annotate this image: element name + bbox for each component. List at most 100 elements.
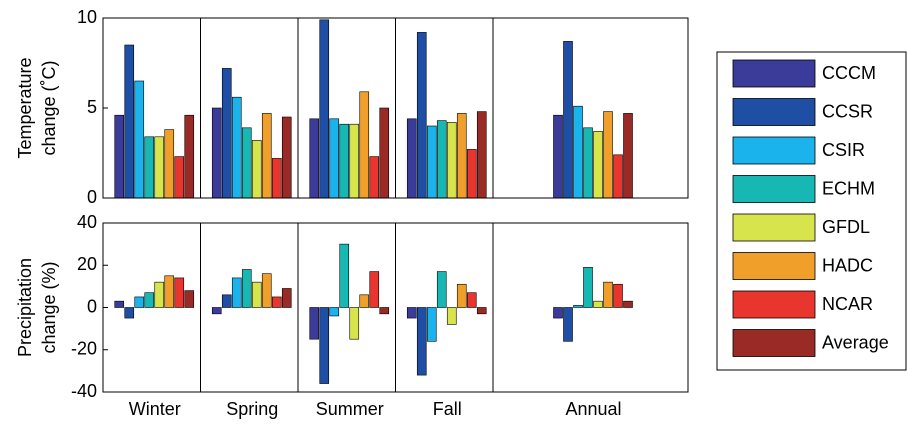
- bar: [261, 273, 272, 308]
- x-tick-label: Summer: [316, 399, 384, 419]
- bar: [154, 136, 165, 199]
- y-axis-label: Precipitation: [15, 258, 35, 357]
- legend-swatch: [732, 98, 816, 126]
- bar: [319, 307, 330, 384]
- y-axis-label: change (%): [39, 261, 59, 353]
- bar: [114, 300, 125, 308]
- bar: [339, 243, 350, 308]
- bar: [593, 131, 603, 199]
- y-tick-label: 0: [87, 296, 97, 316]
- bar: [184, 290, 195, 308]
- bar: [369, 156, 380, 199]
- bar: [379, 307, 390, 315]
- bar: [563, 41, 573, 199]
- bar: [211, 107, 222, 199]
- bar: [466, 149, 477, 199]
- bar: [329, 118, 340, 199]
- legend-label: ECHM: [822, 178, 875, 198]
- bar: [231, 277, 242, 308]
- y-tick-label: 20: [77, 254, 97, 274]
- bar: [456, 283, 467, 308]
- legend-swatch: [732, 175, 816, 203]
- bar: [251, 140, 262, 199]
- bar: [446, 307, 457, 325]
- bar: [613, 154, 623, 199]
- y-tick-label: 5: [87, 97, 97, 117]
- bar: [593, 300, 603, 308]
- legend-label: CSIR: [822, 140, 865, 160]
- bar: [281, 116, 292, 199]
- bar: [251, 281, 262, 308]
- legend-label: CCCM: [822, 63, 876, 83]
- bar: [134, 80, 145, 199]
- bar: [553, 307, 563, 319]
- y-tick-label: -20: [71, 339, 97, 359]
- y-tick-label: 40: [77, 212, 97, 232]
- bar: [563, 307, 573, 342]
- legend-label: Average: [822, 332, 889, 352]
- bar: [406, 307, 417, 319]
- legend-swatch: [732, 290, 816, 319]
- legend-label: GFDL: [822, 217, 870, 237]
- bar: [241, 269, 252, 308]
- bar: [164, 129, 175, 199]
- bar: [174, 277, 185, 308]
- y-tick-label: 10: [77, 7, 97, 27]
- legend-swatch: [732, 136, 816, 165]
- legend-swatch: [732, 59, 816, 88]
- bar: [623, 113, 633, 199]
- bar: [573, 105, 583, 199]
- legend-swatch: [732, 213, 816, 242]
- legend-label: HADC: [822, 255, 873, 275]
- bar: [271, 158, 282, 199]
- bar: [154, 281, 165, 308]
- bar: [466, 292, 477, 308]
- bar: [174, 156, 185, 199]
- bar: [623, 300, 633, 308]
- y-tick-label: 0: [87, 187, 97, 207]
- bar: [281, 288, 292, 308]
- bar: [164, 275, 175, 308]
- x-tick-label: Annual: [565, 399, 621, 419]
- legend-label: NCAR: [822, 294, 873, 314]
- y-axis-label: change (˚C): [39, 60, 59, 155]
- bar: [184, 114, 195, 199]
- bar: [261, 113, 272, 199]
- bar: [271, 296, 282, 308]
- y-tick-label: -40: [71, 381, 97, 401]
- bar: [613, 283, 623, 308]
- bar: [406, 118, 417, 199]
- bar: [553, 114, 563, 199]
- bar: [436, 271, 447, 308]
- bar: [144, 136, 155, 199]
- bar: [124, 307, 135, 319]
- y-axis-label: Temperature: [15, 57, 35, 158]
- bar: [221, 294, 232, 308]
- bar: [426, 307, 437, 342]
- bar: [426, 125, 437, 199]
- bar: [603, 111, 613, 199]
- bar: [476, 307, 487, 315]
- bar: [359, 294, 370, 308]
- bar: [144, 292, 155, 308]
- bar: [436, 120, 447, 199]
- bar: [319, 19, 330, 199]
- bar: [114, 114, 125, 199]
- x-tick-label: Fall: [433, 399, 462, 419]
- bar: [339, 123, 350, 199]
- bar: [329, 307, 340, 317]
- bar: [231, 96, 242, 199]
- bar: [379, 107, 390, 199]
- bar: [349, 123, 360, 199]
- bar: [359, 91, 370, 199]
- bar: [309, 307, 320, 340]
- bar: [603, 281, 613, 308]
- bar: [416, 32, 427, 199]
- x-tick-label: Spring: [226, 399, 278, 419]
- bar: [456, 113, 467, 199]
- bar: [309, 118, 320, 199]
- bar: [134, 296, 145, 308]
- legend-swatch: [732, 329, 816, 357]
- bar: [349, 307, 360, 340]
- bar: [369, 271, 380, 308]
